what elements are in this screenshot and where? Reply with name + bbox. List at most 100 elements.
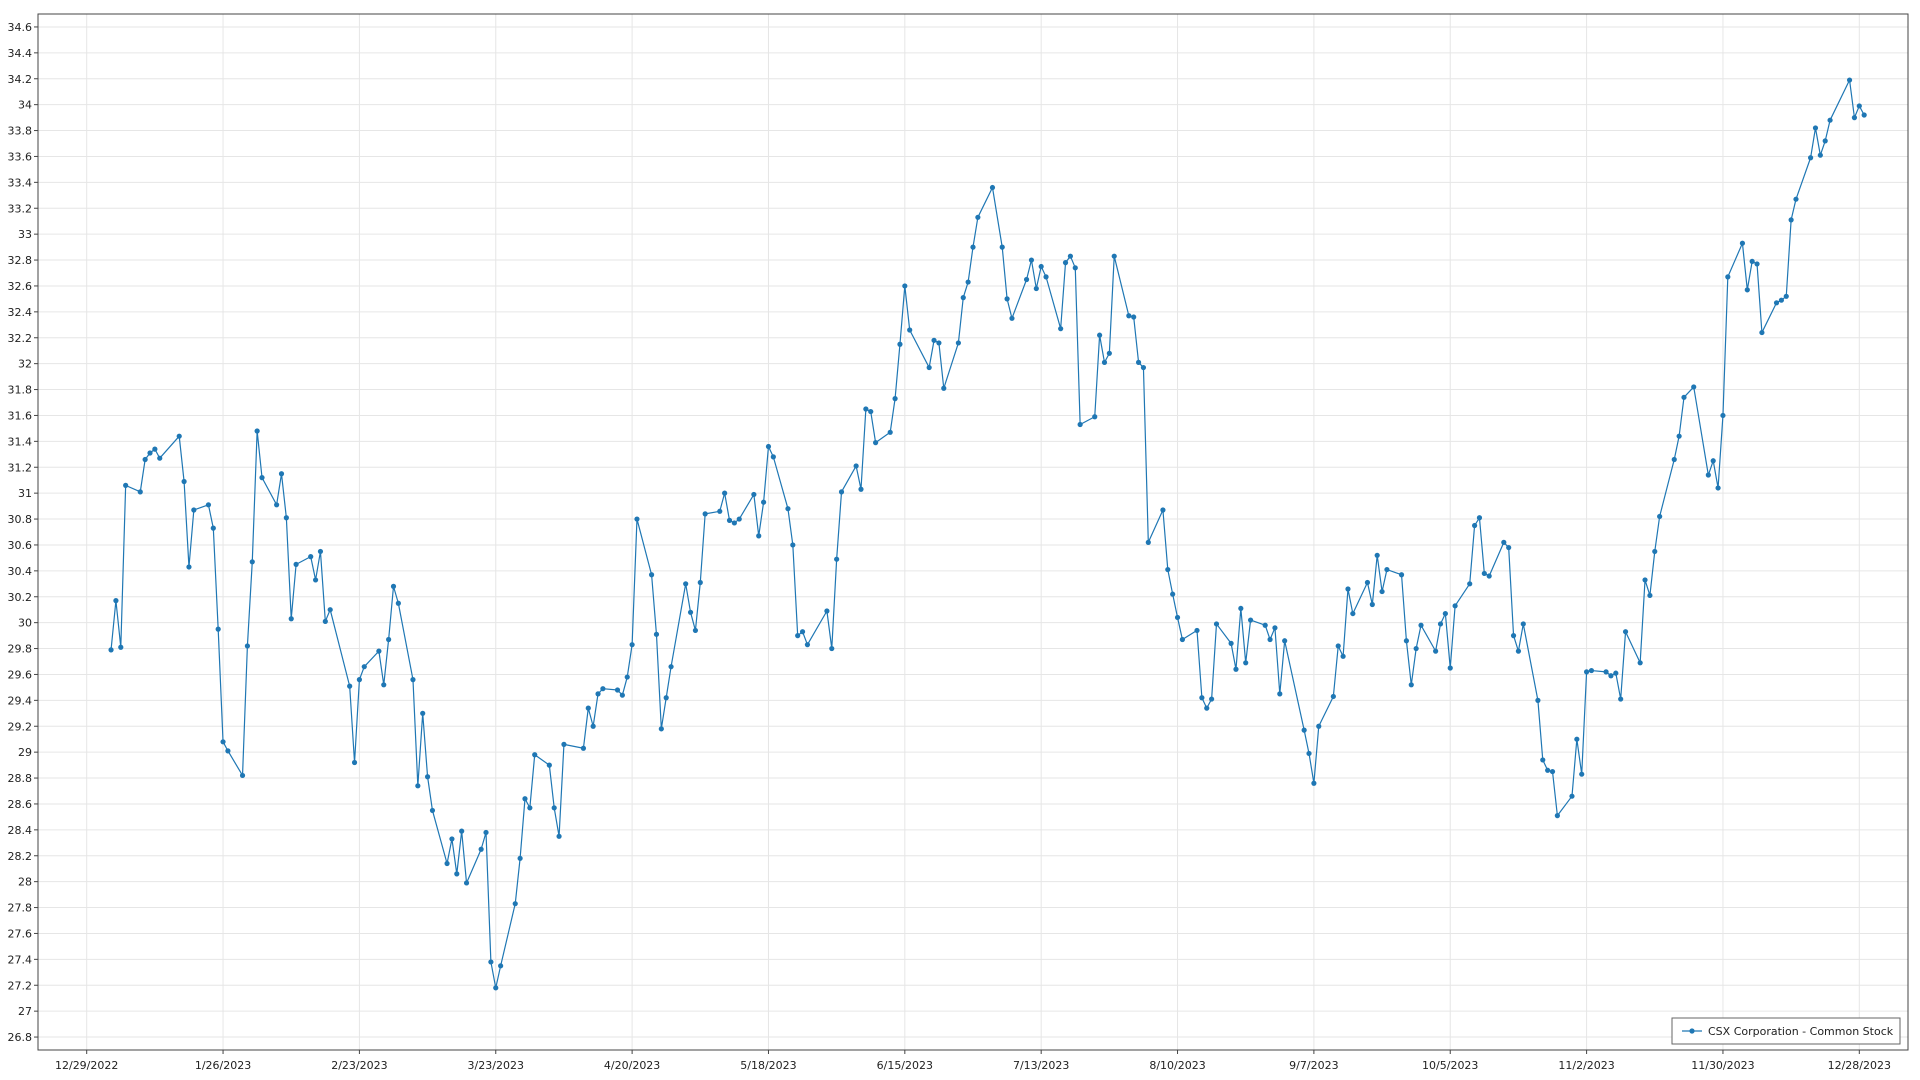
data-point	[1350, 610, 1356, 617]
data-point	[999, 244, 1005, 250]
data-point	[1637, 660, 1643, 666]
data-point	[580, 745, 587, 751]
data-point	[512, 901, 518, 907]
data-point	[239, 772, 246, 779]
data-point	[556, 833, 562, 839]
data-point	[551, 805, 557, 811]
data-point	[1233, 666, 1239, 672]
data-point	[395, 600, 401, 606]
data-point	[838, 489, 845, 495]
data-point	[1379, 588, 1385, 595]
data-point	[1681, 394, 1687, 400]
data-point	[1238, 605, 1244, 612]
data-point	[1652, 548, 1658, 555]
data-point	[955, 340, 961, 346]
y-tick-label: 26.8	[8, 1031, 33, 1044]
data-point	[765, 443, 772, 450]
data-point	[702, 511, 708, 517]
data-point	[1705, 472, 1711, 478]
data-point	[897, 341, 903, 347]
data-point	[1793, 196, 1799, 202]
y-tick-label: 33	[18, 228, 32, 241]
data-point	[1204, 705, 1210, 711]
x-tick-label: 11/30/2023	[1691, 1059, 1754, 1072]
data-point	[356, 677, 363, 683]
data-point	[220, 739, 226, 745]
data-point	[454, 871, 460, 877]
data-point	[1135, 359, 1142, 365]
data-point	[527, 805, 533, 811]
data-point	[1335, 643, 1341, 649]
x-tick-label: 4/20/2023	[604, 1059, 660, 1072]
data-point	[517, 855, 523, 861]
data-point	[1583, 669, 1590, 675]
data-point	[761, 499, 767, 505]
data-point	[1418, 622, 1424, 628]
data-point	[1092, 414, 1098, 420]
data-point	[1140, 364, 1147, 371]
data-point	[493, 985, 499, 991]
data-point	[1642, 577, 1648, 583]
data-point	[444, 860, 450, 867]
data-point	[1126, 313, 1132, 319]
data-point	[887, 429, 893, 435]
data-point	[960, 295, 966, 301]
data-point	[1618, 696, 1624, 702]
data-point	[873, 440, 879, 446]
data-point	[989, 184, 996, 191]
legend: CSX Corporation - Common Stock	[1671, 1017, 1901, 1045]
data-point	[1622, 629, 1629, 635]
y-tick-label: 31	[18, 487, 32, 500]
data-point	[668, 664, 674, 670]
y-tick-label: 30.8	[8, 513, 33, 526]
data-point	[1808, 155, 1814, 161]
data-point	[463, 880, 470, 886]
data-point	[1827, 117, 1833, 123]
data-point	[687, 609, 694, 615]
data-point	[1471, 522, 1478, 529]
data-point	[1340, 653, 1346, 659]
y-tick-label: 32.8	[8, 254, 33, 267]
y-tick-label: 29.4	[8, 694, 33, 707]
data-point	[1398, 572, 1405, 578]
data-point	[1062, 260, 1069, 266]
data-point	[785, 506, 791, 512]
data-point	[225, 748, 231, 754]
data-point	[1520, 621, 1526, 627]
data-point	[1403, 638, 1410, 644]
data-point	[1374, 552, 1380, 558]
data-point	[410, 677, 416, 683]
data-point	[1710, 458, 1716, 464]
data-point	[1515, 648, 1522, 654]
data-point	[1028, 257, 1035, 263]
data-point	[931, 337, 937, 343]
y-tick-label: 27.6	[8, 927, 33, 940]
y-tick-label: 29.6	[8, 668, 33, 681]
y-tick-label: 28	[18, 876, 32, 889]
data-point	[390, 583, 397, 589]
data-point	[1209, 696, 1215, 702]
data-point	[834, 556, 840, 562]
data-point	[1846, 77, 1853, 83]
data-point	[692, 627, 699, 634]
data-point	[283, 515, 289, 521]
x-tick-label: 12/29/2022	[55, 1059, 118, 1072]
data-point	[449, 836, 455, 842]
y-tick-label: 28.8	[8, 772, 33, 785]
data-point	[1657, 513, 1663, 520]
data-point	[717, 508, 723, 514]
data-point	[1788, 217, 1794, 223]
y-tick-label: 30.4	[8, 565, 33, 578]
data-point	[1097, 332, 1103, 338]
data-point	[1267, 636, 1273, 643]
data-point	[347, 683, 353, 689]
data-point	[1437, 621, 1444, 627]
data-point	[1720, 412, 1726, 419]
data-point	[1676, 433, 1682, 439]
data-point	[186, 564, 192, 570]
data-point	[142, 456, 148, 463]
data-point	[1345, 586, 1351, 592]
y-tick-label: 34.4	[8, 47, 33, 60]
data-point	[429, 807, 436, 814]
